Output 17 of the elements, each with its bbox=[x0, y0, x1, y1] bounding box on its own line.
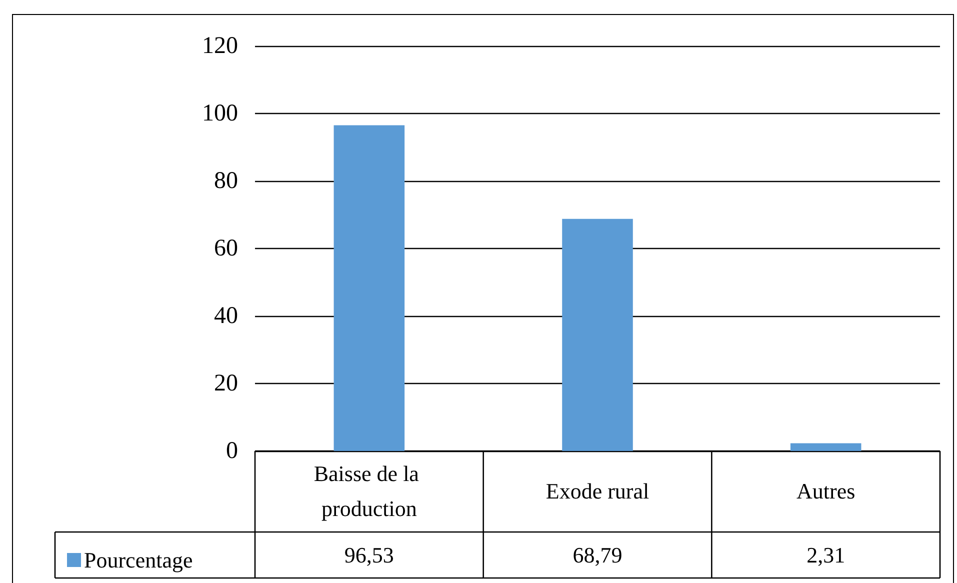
y-tick-label: 100 bbox=[202, 100, 238, 126]
data-label: 96,53 bbox=[344, 542, 394, 568]
legend-label: Pourcentage bbox=[84, 548, 193, 572]
data-label: 68,79 bbox=[572, 542, 622, 568]
bar bbox=[790, 443, 862, 451]
x-tick-label: Baisse de la production bbox=[314, 461, 424, 521]
bar bbox=[334, 125, 405, 451]
y-tick-label: 60 bbox=[214, 236, 238, 262]
y-tick-label: 40 bbox=[214, 303, 238, 329]
x-tick-label: Exode rural bbox=[546, 478, 650, 504]
y-tick-label: 80 bbox=[214, 168, 238, 194]
y-tick-label: 120 bbox=[202, 33, 238, 59]
data-label: 2,31 bbox=[806, 542, 846, 568]
y-tick-label: 0 bbox=[226, 438, 238, 464]
bar bbox=[562, 218, 633, 451]
x-tick-label: Autres bbox=[796, 478, 856, 504]
y-tick-label: 20 bbox=[214, 370, 238, 396]
